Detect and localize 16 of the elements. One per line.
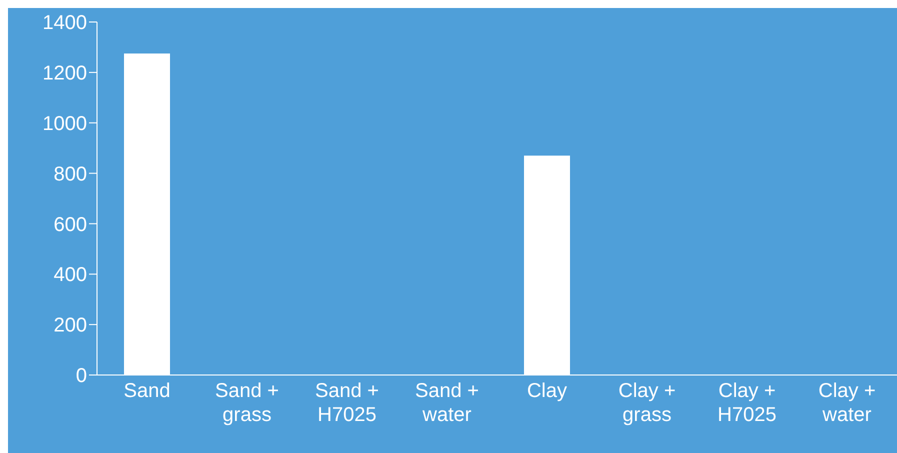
y-tick-label: 0 [76, 365, 87, 388]
y-tick-label: 600 [54, 214, 87, 236]
x-tick-label: Clay [526, 380, 568, 402]
x-tick-label: Sand + H7025 [315, 380, 379, 426]
x-tick-label: Sand + water [415, 380, 479, 426]
y-tick-label: 400 [54, 264, 87, 286]
y-tick-label: 1200 [42, 62, 87, 85]
y-tick-label: 800 [54, 163, 87, 186]
x-tick-label: Clay + H7025 [718, 380, 776, 426]
y-tick-label: 1000 [42, 112, 87, 135]
x-tick-label: Sand + grass [215, 380, 279, 426]
x-tick-label: Clay + water [818, 380, 876, 426]
y-tick-label: 200 [54, 314, 87, 337]
x-tick-label: Clay + grass [618, 380, 676, 426]
x-tick-label: Sand [124, 380, 170, 402]
y-tick-label: 1400 [42, 12, 87, 34]
